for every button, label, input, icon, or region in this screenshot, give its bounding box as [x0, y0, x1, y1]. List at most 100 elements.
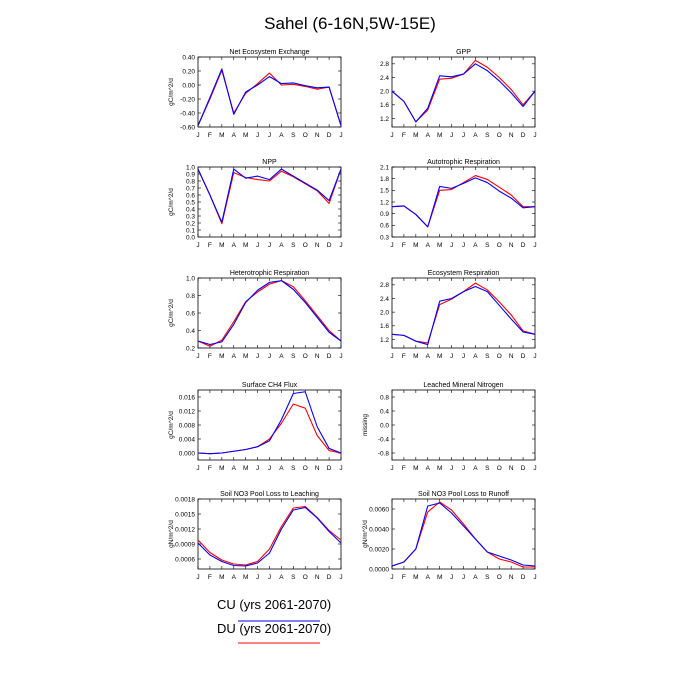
panel-title: Soil NO3 Pool Loss to Runoff [418, 491, 509, 498]
y-axis-label: gN/m^2/d [362, 520, 369, 548]
x-tick-label: M [413, 353, 418, 360]
y-tick-label: 0.0020 [369, 546, 389, 553]
y-tick-label: 0.016 [179, 394, 196, 401]
x-tick-label: J [450, 242, 453, 249]
y-tick-label: 0.0018 [175, 496, 195, 503]
x-tick-label: S [485, 242, 490, 249]
x-tick-label: O [303, 242, 308, 249]
x-tick-label: M [437, 353, 442, 360]
x-tick-label: J [268, 132, 271, 139]
x-tick-label: J [390, 353, 393, 360]
x-tick-label: J [268, 574, 271, 581]
y-tick-label: 0.3 [380, 234, 389, 241]
y-tick-label: 0.0006 [175, 556, 195, 563]
x-tick-label: J [196, 132, 199, 139]
x-tick-label: D [521, 574, 526, 581]
y-tick-label: 0.5 [186, 199, 195, 206]
x-tick-label: F [402, 574, 406, 581]
x-tick-label: N [315, 242, 320, 249]
x-tick-label: A [426, 353, 431, 360]
y-tick-label: 1.6 [380, 323, 389, 330]
y-tick-label: 0.4 [186, 206, 195, 213]
y-tick-label: 0.0015 [175, 511, 195, 518]
x-tick-label: N [509, 353, 514, 360]
x-tick-label: J [390, 242, 393, 249]
x-tick-label: O [497, 353, 502, 360]
y-tick-label: 0.1 [186, 227, 195, 234]
y-tick-label: 0.8 [186, 293, 195, 300]
y-tick-label: 2.4 [380, 296, 389, 303]
y-tick-label: 2.0 [380, 309, 389, 316]
legend-label-cu: CU (yrs 2061-2070) [217, 597, 331, 612]
y-tick-label: 0.2 [186, 345, 195, 352]
x-tick-label: J [450, 465, 453, 472]
x-tick-label: M [243, 353, 248, 360]
y-tick-label: 1.5 [380, 188, 389, 195]
y-tick-label: 0.0012 [175, 526, 195, 533]
x-tick-label: J [339, 353, 342, 360]
x-tick-label: O [303, 465, 308, 472]
y-tick-label: 0.4 [186, 328, 195, 335]
x-tick-label: D [521, 353, 526, 360]
x-tick-label: N [315, 465, 320, 472]
x-tick-label: A [279, 242, 284, 249]
x-tick-label: J [339, 242, 342, 249]
x-tick-label: M [219, 465, 224, 472]
y-tick-label: 2.4 [380, 75, 389, 82]
x-tick-label: O [497, 574, 502, 581]
x-tick-label: A [232, 132, 237, 139]
series-line-cu [197, 68, 342, 126]
y-tick-label: -0.8 [378, 450, 390, 457]
x-tick-label: J [268, 242, 271, 249]
x-tick-label: F [402, 353, 406, 360]
panel-title: Net Ecosystem Exchange [229, 49, 309, 56]
x-tick-label: F [402, 465, 406, 472]
x-tick-label: F [402, 242, 406, 249]
x-tick-label: A [426, 465, 431, 472]
x-tick-label: S [291, 242, 296, 249]
x-tick-label: N [315, 574, 320, 581]
y-tick-label: 0.8 [380, 394, 389, 401]
y-tick-label: 0.40 [182, 54, 195, 61]
x-tick-label: F [208, 132, 212, 139]
x-tick-label: J [462, 132, 465, 139]
y-tick-label: 0.4 [380, 408, 389, 415]
x-tick-label: J [533, 353, 536, 360]
x-tick-label: J [196, 353, 199, 360]
y-tick-label: 0.0000 [369, 566, 389, 573]
x-tick-label: N [509, 132, 514, 139]
x-tick-label: M [219, 353, 224, 360]
x-tick-label: A [232, 465, 237, 472]
x-tick-label: F [208, 574, 212, 581]
panel-title: Ecosystem Respiration [428, 270, 500, 277]
x-tick-label: D [327, 574, 332, 581]
x-tick-label: J [268, 465, 271, 472]
x-tick-label: S [485, 574, 490, 581]
panel-title: GPP [456, 49, 471, 56]
y-axis-label: gC/m^2/d [168, 188, 175, 216]
x-tick-label: S [485, 465, 490, 472]
series-line-cu [391, 63, 536, 123]
series-line-cu [197, 391, 342, 455]
legend-label-du: DU (yrs 2061-2070) [217, 621, 331, 636]
x-tick-label: A [426, 242, 431, 249]
panel-title: Surface CH4 Flux [242, 382, 298, 389]
y-tick-label: 0.6 [186, 310, 195, 317]
legend: CU (yrs 2061-2070) DU (yrs 2061-2070) [217, 597, 331, 644]
x-tick-label: A [279, 353, 284, 360]
y-tick-label: 0.000 [179, 450, 196, 457]
x-tick-label: M [219, 574, 224, 581]
x-tick-label: N [509, 242, 514, 249]
series-line-cu [391, 285, 536, 346]
series-line-cu [197, 168, 342, 223]
x-tick-label: M [413, 465, 418, 472]
x-tick-label: J [196, 242, 199, 249]
x-tick-label: J [390, 574, 393, 581]
y-tick-label: 0.6 [380, 223, 389, 230]
x-tick-label: O [303, 574, 308, 581]
x-tick-label: A [473, 132, 478, 139]
